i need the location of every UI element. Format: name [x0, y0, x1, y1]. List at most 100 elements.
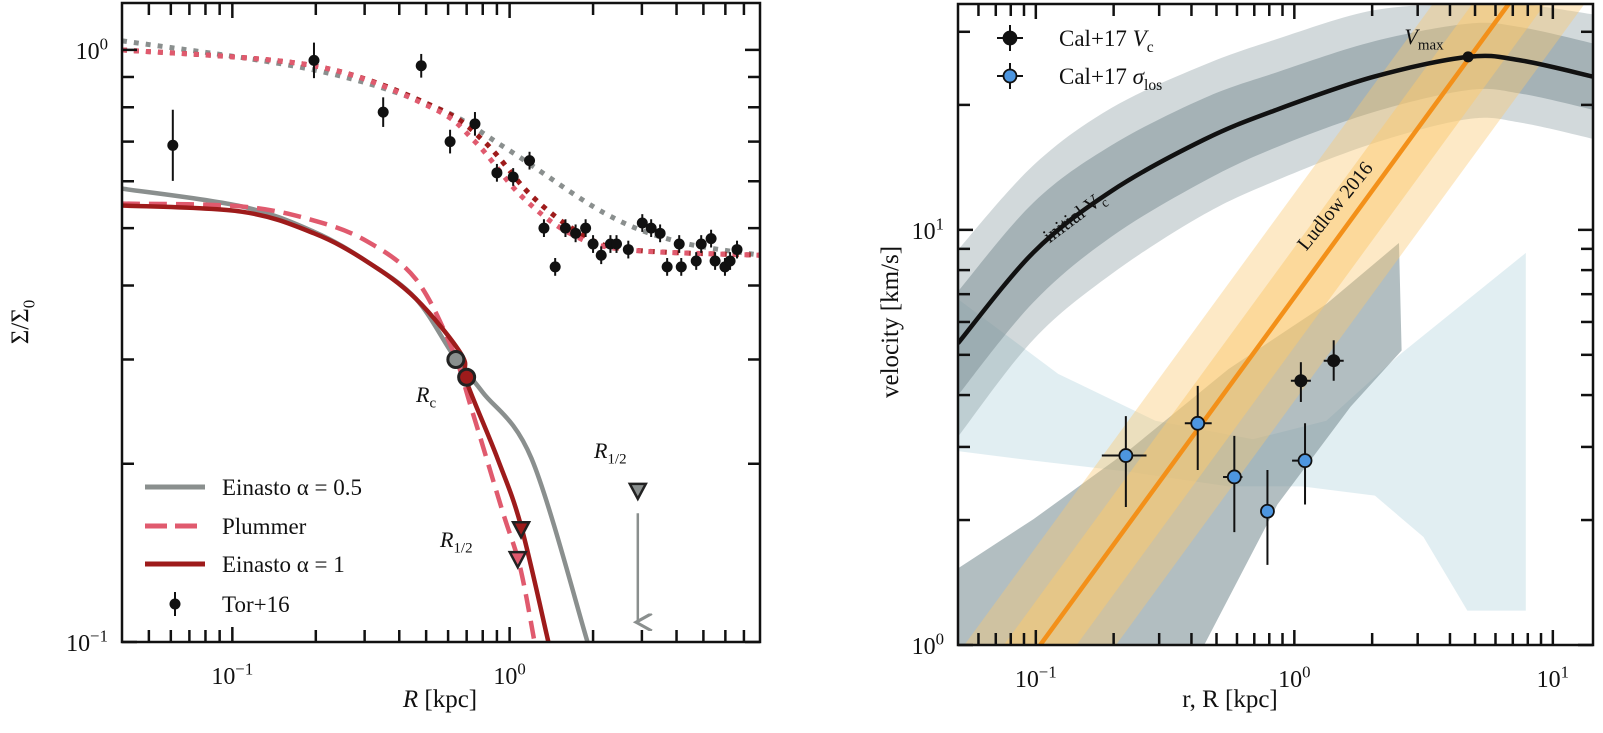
rc-marker-red — [457, 367, 477, 387]
tor16-data-point — [524, 155, 536, 167]
sigma-los-data-point — [1226, 469, 1242, 485]
legend-swatch-point — [1002, 68, 1018, 84]
y-tick-label-base: 10 — [76, 39, 100, 65]
tor16-data-point — [469, 118, 481, 130]
tor16-data-point — [595, 249, 607, 261]
y-tick-label: 101 — [912, 214, 944, 245]
ludlow-2016-line — [1038, 4, 1511, 645]
tor16-data-point — [709, 255, 721, 267]
tor16-data-point — [377, 106, 389, 118]
tor16-data-point — [415, 60, 427, 72]
y-axis-label: velocity [km/s] — [877, 246, 904, 398]
legend-label-symbol: V — [1133, 26, 1150, 51]
rhalf-marker-red-triangle — [510, 521, 532, 540]
x-axis-label: R [kpc] — [402, 686, 477, 713]
tor16-data-point — [559, 222, 571, 234]
legend-label-text: Cal+17 — [1059, 26, 1133, 51]
vc-data-point — [1294, 374, 1308, 388]
x-tick-label-base: 10 — [211, 664, 235, 690]
rhalf-marker-grey-triangle — [627, 482, 648, 502]
sigma-los-data-point — [1297, 453, 1313, 469]
y-axis-label-subscript: 0 — [19, 300, 38, 309]
x-axis-label: r, R [kpc] — [1182, 686, 1278, 713]
legend-label: Tor+16 — [222, 592, 290, 617]
x-tick-label: 100 — [493, 659, 525, 690]
series-line-dotted-3 — [122, 38, 760, 258]
legend-label: Einasto α = 0.5 — [222, 475, 362, 500]
sigma-los-data-point — [1190, 415, 1206, 431]
x-tick-label: 10−1 — [1015, 662, 1057, 693]
vc-data-point — [1327, 354, 1341, 368]
sigma-los-model-band — [958, 252, 1526, 611]
legend-label-subscript: c — [1147, 39, 1154, 56]
tor16-data-point — [538, 222, 550, 234]
x-tick-label: 101 — [1537, 662, 1569, 693]
legend-label-text: Cal+17 — [1059, 64, 1133, 89]
x-tick-label-exponent: −1 — [235, 659, 253, 678]
sigma-los-data-point — [1118, 448, 1134, 463]
sigma-los-data-point — [1260, 503, 1275, 519]
tor16-data-point — [731, 244, 743, 256]
tor16-data-point — [549, 261, 561, 273]
y-tick-label-exponent: 1 — [936, 214, 944, 233]
tor16-data-point — [636, 217, 648, 229]
plot-frame — [120, 1, 762, 644]
y-tick-label-base: 10 — [912, 634, 936, 660]
x-tick-label-base: 10 — [1278, 667, 1302, 693]
plot-frame — [956, 2, 1595, 647]
legend: Einasto α = 0.5 Plummer Einasto α = 1 Tor+1… — [145, 475, 362, 617]
legend-label: Plummer — [222, 514, 307, 539]
y-axis-label: Σ/Σ0 — [7, 300, 38, 345]
tor16-data-point — [695, 238, 707, 250]
series-line-dotted-5 — [122, 47, 760, 258]
vmax-label-symbol: V — [1404, 24, 1420, 49]
tor16-data-point — [587, 238, 599, 250]
tor16-data-point — [705, 233, 717, 245]
annotation-rhalf-right-subscript: 1/2 — [607, 452, 626, 468]
x-tick-label-base: 10 — [493, 664, 517, 690]
vmax-label-subscript: max — [1418, 38, 1444, 54]
legend-label-subscript: los — [1144, 77, 1162, 94]
vmax-label: Vmax — [1404, 24, 1444, 54]
x-tick-label-exponent: −1 — [1039, 662, 1057, 681]
annotation-rhalf-left-subscript: 1/2 — [453, 541, 472, 557]
legend-swatch-point — [169, 598, 181, 610]
x-tick-label-exponent: 1 — [1561, 662, 1569, 681]
tor16-data-point — [444, 136, 456, 148]
tor16-data-point — [661, 261, 673, 273]
tor16-data-point — [675, 261, 687, 273]
plot-area — [958, 4, 1593, 645]
vmax-point — [1462, 51, 1474, 63]
series-line-plummer — [122, 201, 537, 642]
y-tick-label-exponent: 0 — [100, 34, 108, 53]
x-tick-label: 100 — [1278, 662, 1310, 693]
tor16-data-point — [645, 222, 657, 234]
legend-label: Cal+17 Vc — [1059, 26, 1154, 56]
series-line-einasto-0-5 — [122, 186, 590, 642]
annotation-rc-subscript: c — [429, 396, 436, 412]
x-axis-label-symbol: R — [402, 686, 418, 713]
legend-label: Einasto α = 1 — [222, 552, 345, 577]
annotation-rc-symbol: R — [415, 382, 430, 407]
y-tick-label: 100 — [76, 34, 108, 65]
annotation-rhalf-right-symbol: R — [593, 438, 608, 463]
initial-vc-line — [958, 53, 1593, 345]
legend-label: Cal+17 σlos — [1059, 64, 1162, 94]
x-tick-label-base: 10 — [1015, 667, 1039, 693]
legend-label-symbol: σ — [1133, 64, 1146, 89]
tor16-data-point — [690, 255, 702, 267]
y-axis-label-text: Σ/Σ — [7, 308, 34, 344]
annotation-rhalf-left: R1/2 — [439, 527, 473, 557]
x-tick-label: 10−1 — [211, 659, 253, 690]
y-tick-label: 10−1 — [66, 626, 108, 657]
x-tick-label-exponent: 0 — [517, 659, 525, 678]
rc-marker-grey — [446, 349, 466, 369]
tor16-data-point — [724, 255, 736, 267]
annotation-rc: Rc — [415, 382, 436, 412]
tor16-data-point — [654, 227, 666, 239]
tor16-data-point — [491, 167, 503, 179]
